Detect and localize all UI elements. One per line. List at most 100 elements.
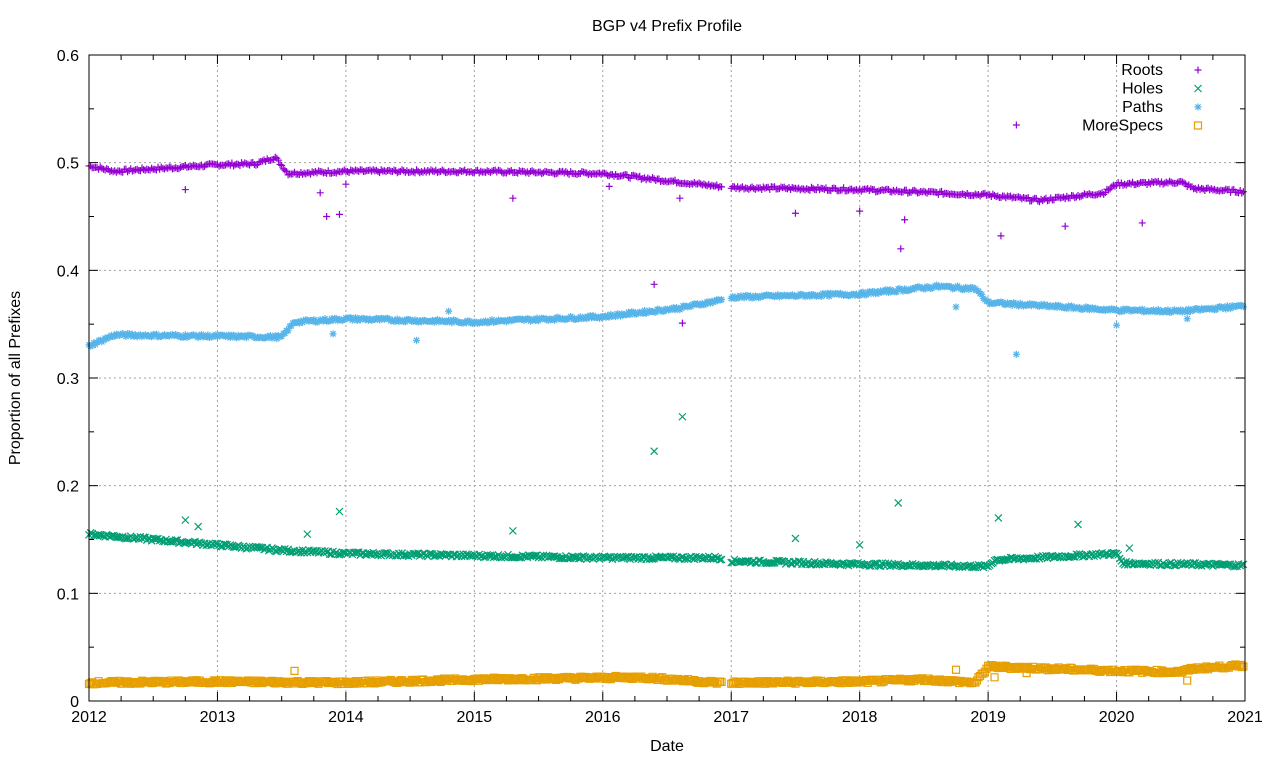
data-point — [1192, 560, 1201, 569]
outlier-point — [901, 216, 909, 224]
data-point — [101, 334, 109, 342]
data-point — [331, 314, 339, 322]
data-marks — [84, 121, 1248, 689]
data-point — [429, 167, 437, 175]
data-point — [1013, 301, 1021, 309]
data-point — [133, 165, 141, 173]
data-point — [554, 169, 562, 177]
data-point — [160, 165, 168, 173]
outlier-point — [1125, 544, 1134, 553]
data-point — [1108, 305, 1116, 313]
data-point — [569, 552, 578, 561]
data-point — [717, 555, 726, 564]
data-point — [717, 677, 726, 687]
data-point — [547, 168, 555, 176]
data-point — [939, 190, 947, 198]
data-point — [647, 554, 655, 563]
data-point — [1238, 189, 1246, 197]
data-point — [231, 333, 239, 341]
data-point — [1121, 180, 1129, 188]
data-point — [321, 169, 329, 177]
data-point — [477, 167, 485, 175]
legend-label: MoreSpecs — [1082, 118, 1163, 135]
y-tick-label: 0.3 — [57, 371, 79, 388]
grid — [89, 55, 1245, 701]
data-point — [488, 316, 496, 324]
data-point — [702, 181, 710, 189]
data-point — [448, 319, 456, 327]
outlier-point — [323, 213, 331, 220]
data-point — [1024, 194, 1032, 202]
data-point — [1029, 195, 1037, 203]
outlier-point — [1012, 121, 1020, 129]
outlier-point — [290, 666, 299, 675]
data-point — [88, 341, 96, 349]
data-point — [1239, 188, 1247, 196]
outlier-point — [329, 330, 337, 338]
data-point — [674, 178, 682, 186]
data-point — [706, 554, 715, 563]
outlier-point — [791, 534, 800, 543]
data-point — [665, 306, 673, 314]
data-point — [978, 290, 986, 298]
data-point — [909, 284, 917, 292]
data-point — [666, 552, 675, 561]
data-point — [1001, 555, 1010, 564]
data-point — [340, 166, 348, 174]
outlier-point — [990, 673, 999, 682]
data-point — [353, 167, 361, 175]
data-point — [1239, 560, 1248, 569]
data-point — [266, 332, 274, 340]
legend-marker-cross-icon — [1194, 84, 1202, 93]
data-point — [771, 293, 779, 301]
outlier-point — [1138, 219, 1146, 227]
data-point — [893, 186, 901, 194]
data-point — [103, 165, 111, 173]
data-point — [352, 314, 360, 322]
data-point — [1239, 303, 1247, 311]
data-point — [263, 155, 271, 163]
data-point — [552, 314, 560, 322]
data-point — [533, 314, 541, 322]
data-point — [456, 318, 464, 326]
data-point — [904, 189, 912, 197]
data-point — [1074, 304, 1082, 312]
y-axis-label: Proportion of all Prefixes — [7, 291, 24, 465]
data-point — [1093, 191, 1101, 199]
data-point — [874, 676, 884, 685]
data-point — [923, 560, 932, 569]
data-point — [777, 557, 785, 566]
data-point — [533, 169, 541, 177]
data-point — [252, 161, 260, 169]
outlier-point — [1061, 222, 1069, 230]
outlier-point — [791, 209, 799, 217]
data-point — [266, 156, 274, 164]
data-point — [859, 288, 867, 296]
data-point — [629, 171, 637, 179]
data-point — [856, 292, 864, 299]
outlier-point — [605, 182, 613, 190]
outlier-point — [335, 507, 344, 516]
data-point — [281, 166, 289, 174]
data-point — [1048, 302, 1056, 310]
data-point — [117, 330, 125, 338]
legend-marker-square-icon — [1193, 121, 1203, 130]
data-point — [903, 561, 912, 570]
data-point — [393, 315, 401, 323]
data-point — [244, 160, 252, 168]
data-point — [413, 166, 421, 174]
outlier-point — [676, 194, 684, 202]
data-point — [393, 169, 401, 177]
outlier-point — [194, 522, 203, 531]
data-point — [970, 192, 978, 200]
data-point — [1015, 302, 1023, 310]
data-point — [122, 332, 130, 340]
legend-label: Holes — [1122, 81, 1163, 98]
data-point — [189, 678, 198, 687]
data-point — [285, 548, 294, 556]
data-point — [219, 540, 228, 548]
data-point — [939, 560, 948, 569]
data-point — [788, 183, 796, 191]
data-point — [767, 559, 776, 568]
